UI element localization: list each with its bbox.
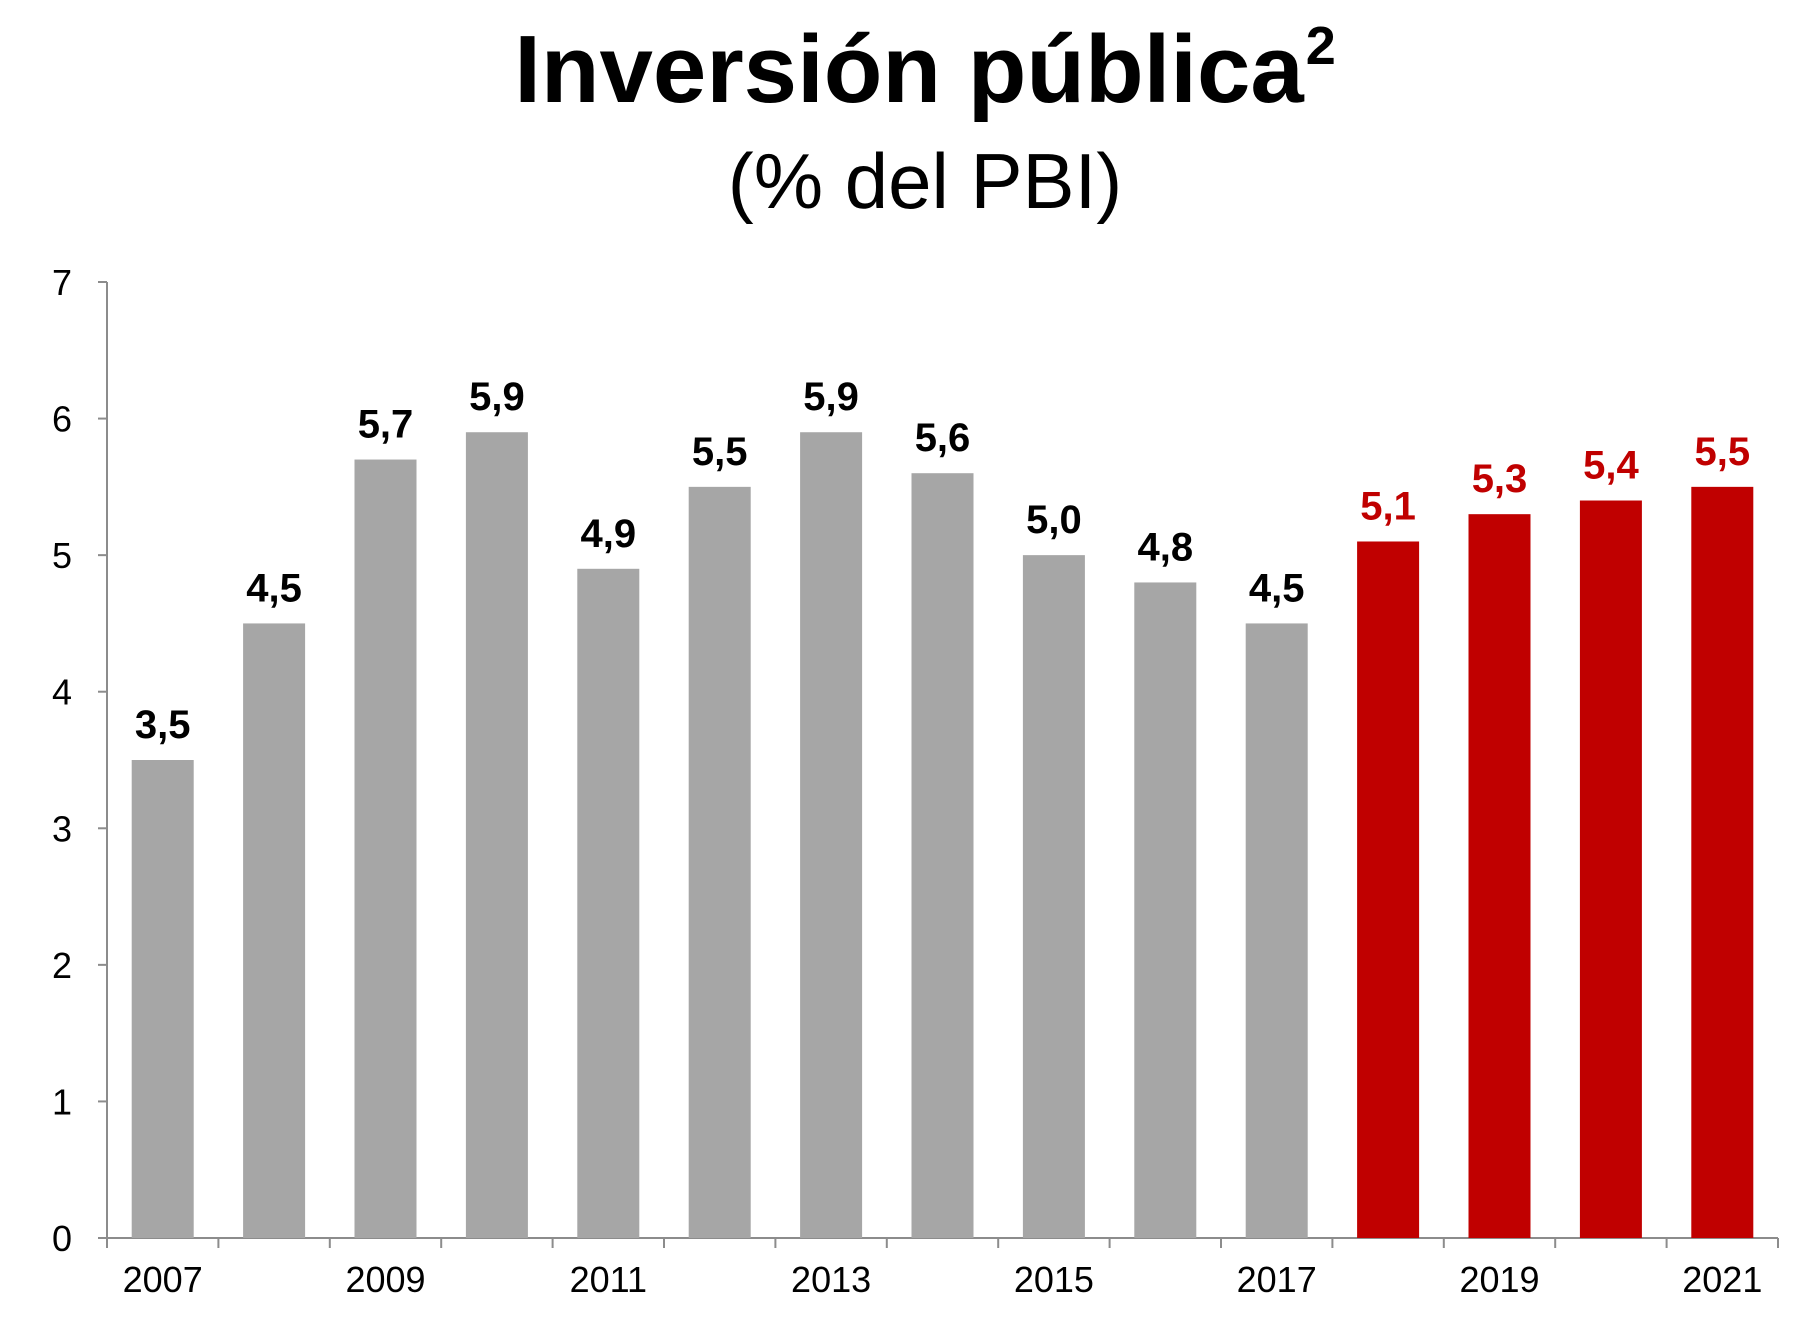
x-tick-label: 2017 (1237, 1259, 1317, 1300)
bar (1579, 500, 1642, 1238)
y-tick-label: 5 (52, 535, 72, 576)
data-label: 5,4 (1583, 444, 1639, 488)
bar (1022, 555, 1085, 1238)
bar (465, 432, 528, 1238)
y-tick-label: 6 (52, 399, 72, 440)
x-tick-label: 2019 (1459, 1259, 1539, 1300)
data-label: 5,7 (358, 403, 414, 447)
bar (1245, 623, 1308, 1238)
plot-area: 0 1 2 3 4 5 6 7 3,5 2007 4,5 5,7 2009 5,9 4,9 2011 5,5 5,… (52, 262, 1779, 1300)
data-label: 5,9 (469, 375, 525, 419)
x-tick-label: 2011 (570, 1259, 647, 1300)
chart-title: Inversión pública2 (514, 16, 1336, 123)
data-label: 5,9 (803, 375, 859, 419)
x-tick-label: 2013 (791, 1259, 871, 1300)
x-tick-label: 2015 (1014, 1259, 1094, 1300)
x-tick-label: 2009 (345, 1259, 425, 1300)
y-tick-label: 3 (52, 808, 72, 849)
bar (354, 459, 417, 1238)
bar (800, 432, 863, 1238)
x-tick-label: 2007 (123, 1259, 203, 1300)
data-label: 4,5 (246, 566, 302, 610)
data-label: 3,5 (135, 703, 191, 747)
y-tick-label: 7 (52, 262, 72, 303)
chart-title-superscript: 2 (1306, 16, 1336, 76)
y-tick-label: 1 (52, 1081, 72, 1122)
data-label: 5,0 (1026, 498, 1082, 542)
bar (1357, 541, 1420, 1238)
bar (1134, 582, 1197, 1238)
y-tick-label: 0 (52, 1218, 72, 1259)
bar (131, 760, 194, 1238)
bar (243, 623, 306, 1238)
data-label: 4,5 (1249, 566, 1305, 610)
bar (1468, 514, 1531, 1238)
data-label: 5,5 (692, 430, 748, 474)
bar (911, 473, 974, 1238)
data-label: 4,8 (1137, 525, 1193, 569)
data-label: 5,6 (915, 416, 971, 460)
y-tick-label: 2 (52, 945, 72, 986)
chart-title-text: Inversión pública (514, 16, 1304, 123)
data-label: 5,5 (1694, 430, 1750, 474)
chart-subtitle: (% del PBI) (728, 137, 1122, 225)
x-tick-label: 2021 (1682, 1259, 1762, 1300)
data-label: 5,3 (1472, 457, 1528, 501)
bar (1691, 486, 1754, 1238)
bar (577, 568, 640, 1238)
data-label: 5,1 (1360, 484, 1416, 528)
y-tick-label: 4 (52, 672, 72, 713)
data-label: 4,9 (580, 512, 636, 556)
bar (688, 486, 751, 1238)
